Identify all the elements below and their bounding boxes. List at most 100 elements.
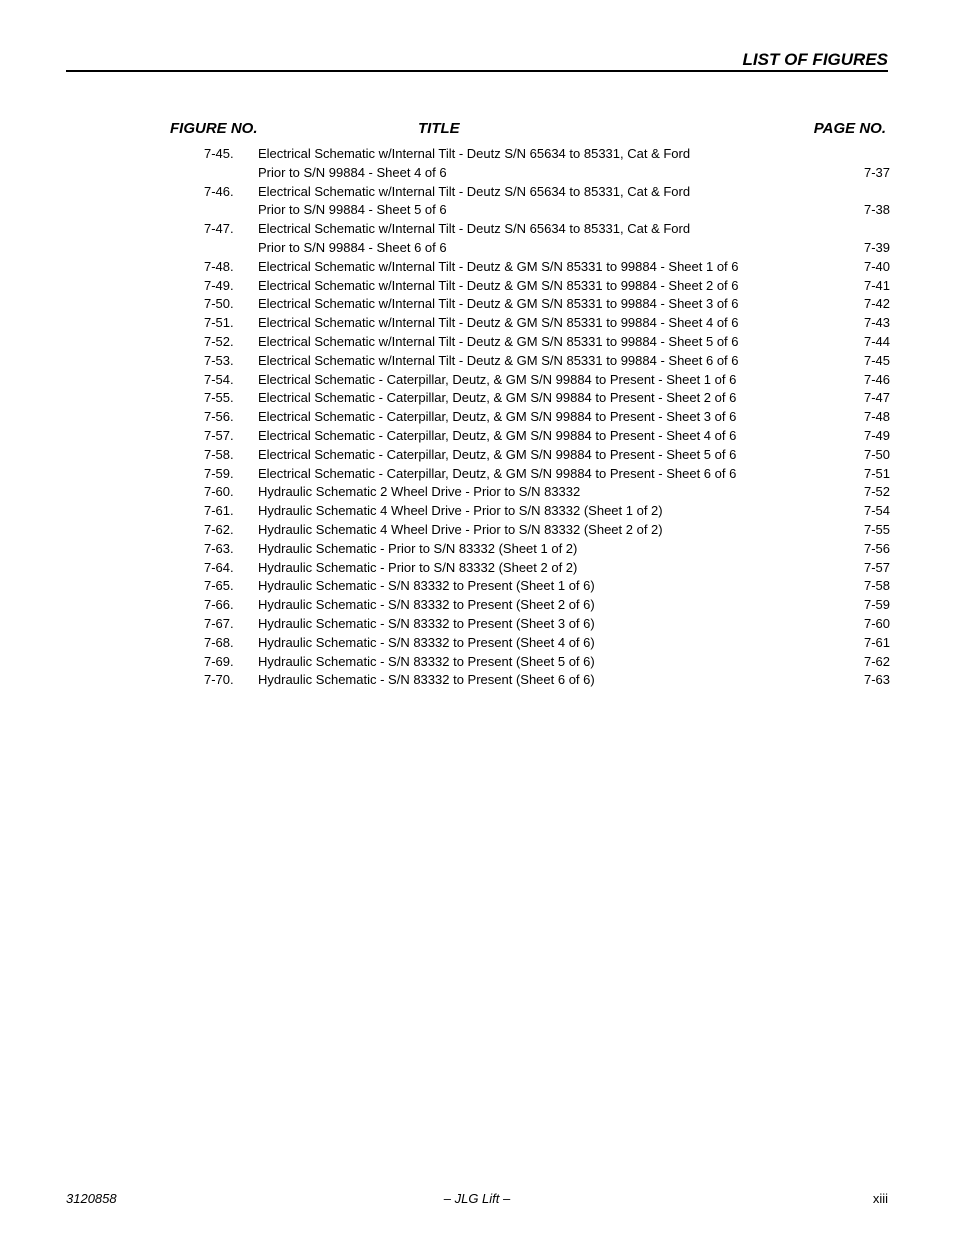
column-header-figure: FIGURE NO. xyxy=(170,120,258,137)
figure-title: Electrical Schematic w/Internal Tilt - D… xyxy=(258,314,739,333)
figure-number: 7-70. xyxy=(204,671,258,690)
figure-entry: 7-62.Hydraulic Schematic 4 Wheel Drive -… xyxy=(204,521,890,540)
figure-entry: 7-49.Electrical Schematic w/Internal Til… xyxy=(204,277,890,296)
footer-center-text: – JLG Lift – xyxy=(66,1191,888,1206)
figure-page: 7-37 xyxy=(860,164,890,183)
figure-title: Electrical Schematic - Caterpillar, Deut… xyxy=(258,389,736,408)
figure-page: 7-52 xyxy=(860,483,890,502)
figure-page: 7-55 xyxy=(860,521,890,540)
figure-entry: 7-59.Electrical Schematic - Caterpillar,… xyxy=(204,465,890,484)
figure-number: 7-63. xyxy=(204,540,258,559)
figure-entry: 7-45.Electrical Schematic w/Internal Til… xyxy=(204,145,890,164)
figure-entry: 7-54.Electrical Schematic - Caterpillar,… xyxy=(204,371,890,390)
figure-title: Hydraulic Schematic - S/N 83332 to Prese… xyxy=(258,615,595,634)
figure-title: Hydraulic Schematic 2 Wheel Drive - Prio… xyxy=(258,483,580,502)
figure-page: 7-51 xyxy=(860,465,890,484)
figure-page: 7-54 xyxy=(860,502,890,521)
figure-entries: 7-45.Electrical Schematic w/Internal Til… xyxy=(204,145,890,690)
figure-entry: 7-64.Hydraulic Schematic - Prior to S/N … xyxy=(204,559,890,578)
figure-entry: Prior to S/N 99884 - Sheet 5 of 67-38 xyxy=(204,201,890,220)
column-header-title: TITLE xyxy=(418,120,460,137)
figure-page: 7-44 xyxy=(860,333,890,352)
figure-title: Hydraulic Schematic - S/N 83332 to Prese… xyxy=(258,596,595,615)
figure-entry: 7-63.Hydraulic Schematic - Prior to S/N … xyxy=(204,540,890,559)
figure-number: 7-53. xyxy=(204,352,258,371)
figure-entry: 7-67.Hydraulic Schematic - S/N 83332 to … xyxy=(204,615,890,634)
figure-entry: 7-51.Electrical Schematic w/Internal Til… xyxy=(204,314,890,333)
figure-number: 7-66. xyxy=(204,596,258,615)
figure-entry: 7-48.Electrical Schematic w/Internal Til… xyxy=(204,258,890,277)
column-header-page: PAGE NO. xyxy=(814,120,886,137)
figure-title: Electrical Schematic w/Internal Tilt - D… xyxy=(258,183,690,202)
figure-title: Electrical Schematic w/Internal Tilt - D… xyxy=(258,220,690,239)
footer-page-number: xiii xyxy=(873,1191,888,1206)
figure-page: 7-47 xyxy=(860,389,890,408)
figure-number: 7-58. xyxy=(204,446,258,465)
figure-page: 7-45 xyxy=(860,352,890,371)
figure-page: 7-43 xyxy=(860,314,890,333)
top-divider xyxy=(66,70,888,72)
figure-entry: 7-68.Hydraulic Schematic - S/N 83332 to … xyxy=(204,634,890,653)
figure-title: Hydraulic Schematic - S/N 83332 to Prese… xyxy=(258,634,595,653)
figure-entry: 7-60.Hydraulic Schematic 2 Wheel Drive -… xyxy=(204,483,890,502)
figure-number: 7-46. xyxy=(204,183,258,202)
figure-entry: 7-56.Electrical Schematic - Caterpillar,… xyxy=(204,408,890,427)
figure-number: 7-67. xyxy=(204,615,258,634)
figure-number: 7-65. xyxy=(204,577,258,596)
figure-number: 7-45. xyxy=(204,145,258,164)
figure-entry: Prior to S/N 99884 - Sheet 4 of 6 7-37 xyxy=(204,164,890,183)
figure-title: Hydraulic Schematic 4 Wheel Drive - Prio… xyxy=(258,521,663,540)
figure-number: 7-61. xyxy=(204,502,258,521)
figure-page: 7-63 xyxy=(860,671,890,690)
figure-entry: 7-55.Electrical Schematic - Caterpillar,… xyxy=(204,389,890,408)
figure-title: Electrical Schematic - Caterpillar, Deut… xyxy=(258,371,736,390)
figure-entry: 7-69.Hydraulic Schematic - S/N 83332 to … xyxy=(204,653,890,672)
figure-page: 7-49 xyxy=(860,427,890,446)
figure-entry: 7-53.Electrical Schematic w/Internal Til… xyxy=(204,352,890,371)
figure-title: Hydraulic Schematic - S/N 83332 to Prese… xyxy=(258,577,595,596)
figure-title: Electrical Schematic w/Internal Tilt - D… xyxy=(258,295,739,314)
figure-entry: 7-61.Hydraulic Schematic 4 Wheel Drive -… xyxy=(204,502,890,521)
figure-page: 7-40 xyxy=(860,258,890,277)
figure-title: Electrical Schematic w/Internal Tilt - D… xyxy=(258,333,739,352)
figure-number: 7-59. xyxy=(204,465,258,484)
figure-number: 7-57. xyxy=(204,427,258,446)
figure-entry: 7-46.Electrical Schematic w/Internal Til… xyxy=(204,183,890,202)
figure-number: 7-62. xyxy=(204,521,258,540)
figure-title: Hydraulic Schematic - S/N 83332 to Prese… xyxy=(258,671,595,690)
figure-title: Hydraulic Schematic - Prior to S/N 83332… xyxy=(258,559,577,578)
figure-page: 7-38 xyxy=(860,201,890,220)
figure-number: 7-48. xyxy=(204,258,258,277)
figure-title: Hydraulic Schematic - S/N 83332 to Prese… xyxy=(258,653,595,672)
figure-page: 7-41 xyxy=(860,277,890,296)
figure-title: Electrical Schematic - Caterpillar, Deut… xyxy=(258,408,736,427)
page: LIST OF FIGURES FIGURE NO. TITLE PAGE NO… xyxy=(0,0,954,1235)
figure-entry: Prior to S/N 99884 - Sheet 6 of 6 7-39 xyxy=(204,239,890,258)
figure-entry: 7-58.Electrical Schematic - Caterpillar,… xyxy=(204,446,890,465)
list-of-figures-heading: LIST OF FIGURES xyxy=(743,50,888,70)
figure-entry: 7-57.Electrical Schematic - Caterpillar,… xyxy=(204,427,890,446)
figure-title: Electrical Schematic - Caterpillar, Deut… xyxy=(258,465,736,484)
figure-title: Electrical Schematic w/Internal Tilt - D… xyxy=(258,145,690,164)
figure-page: 7-39 xyxy=(860,239,890,258)
figure-page: 7-60 xyxy=(860,615,890,634)
figure-entry: 7-50.Electrical Schematic w/Internal Til… xyxy=(204,295,890,314)
figure-page: 7-61 xyxy=(860,634,890,653)
figure-number: 7-49. xyxy=(204,277,258,296)
figure-number: 7-54. xyxy=(204,371,258,390)
figure-title: Prior to S/N 99884 - Sheet 4 of 6 xyxy=(258,164,447,183)
figure-number: 7-60. xyxy=(204,483,258,502)
figure-number: 7-68. xyxy=(204,634,258,653)
figure-title: Prior to S/N 99884 - Sheet 6 of 6 xyxy=(258,239,447,258)
figure-number: 7-56. xyxy=(204,408,258,427)
figure-title: Electrical Schematic - Caterpillar, Deut… xyxy=(258,427,736,446)
figure-title: Electrical Schematic w/Internal Tilt - D… xyxy=(258,277,739,296)
figure-title: Electrical Schematic - Caterpillar, Deut… xyxy=(258,446,736,465)
figure-entry: 7-52.Electrical Schematic w/Internal Til… xyxy=(204,333,890,352)
figure-page: 7-59 xyxy=(860,596,890,615)
figure-entry: 7-65.Hydraulic Schematic - S/N 83332 to … xyxy=(204,577,890,596)
figure-number: 7-51. xyxy=(204,314,258,333)
figure-title: Hydraulic Schematic - Prior to S/N 83332… xyxy=(258,540,577,559)
figure-number: 7-50. xyxy=(204,295,258,314)
figure-page: 7-46 xyxy=(860,371,890,390)
